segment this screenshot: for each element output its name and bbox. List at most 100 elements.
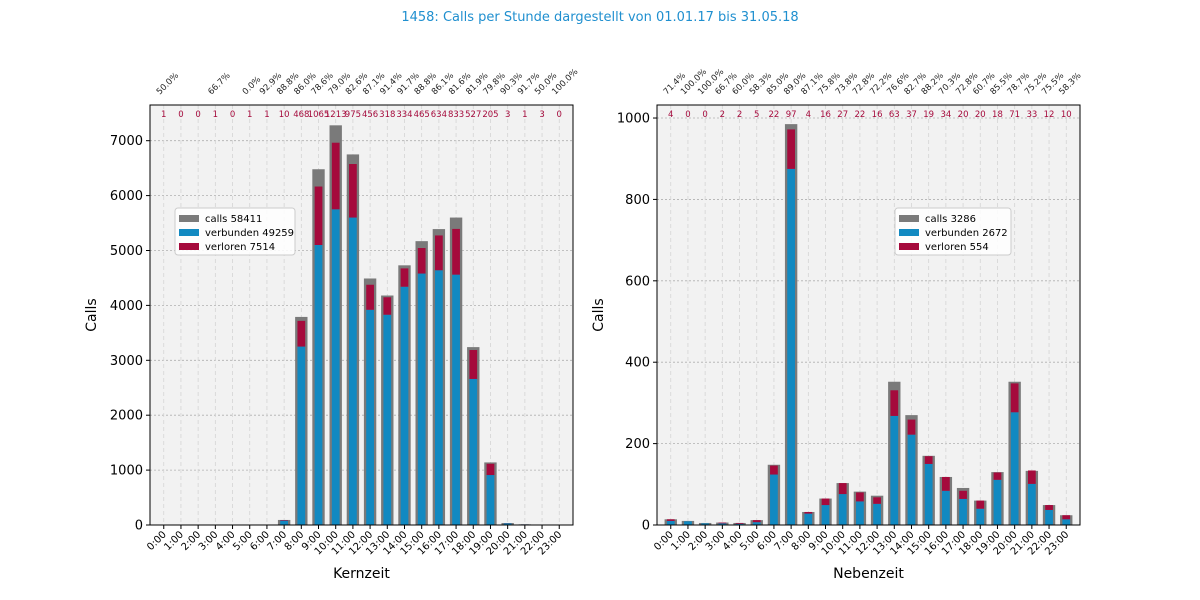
panel1-legend-swatch xyxy=(179,229,199,236)
panel2-bar-verbunden xyxy=(993,479,1002,525)
panel2-bar-verbunden xyxy=(873,503,881,525)
panel2-bar-verbunden xyxy=(666,520,675,525)
panel2-bar-verbunden xyxy=(907,434,916,525)
panel2-y-tick-label: 600 xyxy=(625,274,650,289)
panel1-y-tick-label: 0 xyxy=(135,519,143,534)
panel2-bar-verbunden xyxy=(701,523,710,525)
panel1-top-lost-label: 1 xyxy=(213,110,218,120)
panel1-bar-verbunden xyxy=(469,378,478,525)
panel1-top-lost-label: 318 xyxy=(379,110,395,120)
panel2-bar-verbunden xyxy=(684,521,692,525)
panel1-top-lost-label: 0 xyxy=(178,110,183,120)
panel1-top-lost-label: 1 xyxy=(247,110,252,120)
panel1-top-lost-label: 1 xyxy=(522,110,527,120)
panel2-bar-verloren xyxy=(787,129,795,169)
panel2-bar-verloren xyxy=(1045,505,1053,510)
panel2-top-lost-label: 27 xyxy=(837,110,848,120)
panel2-bar-verbunden xyxy=(1010,412,1019,525)
panel1-bar-verloren xyxy=(486,463,495,476)
panel1-top-lost-label: 456 xyxy=(362,110,378,120)
panel2-bar-verbunden xyxy=(787,168,795,525)
panel1-top-lost-label: 1 xyxy=(264,110,269,120)
panel1-top-lost-label: 975 xyxy=(345,110,361,120)
panel1-bar-verloren xyxy=(314,186,323,245)
panel1-bar-verbunden xyxy=(452,274,460,525)
panel2-legend-box xyxy=(894,207,1012,256)
panel1-top-lost-label: 1 xyxy=(161,110,166,120)
panel1-bar-verbunden xyxy=(417,273,426,525)
panel2-bar-verloren xyxy=(804,511,813,514)
panel1-y-tick-label: 3000 xyxy=(110,354,143,369)
panel2-bar-verloren xyxy=(890,390,899,416)
panel1-top-lost-label: 527 xyxy=(465,110,481,120)
panel2-bar-verbunden xyxy=(752,522,761,525)
panel2-top-lost-label: 4 xyxy=(806,110,811,120)
panel1-bar-verbunden xyxy=(280,520,288,525)
panel1-top-lost-label: 465 xyxy=(414,110,430,120)
panel2-bar-verloren xyxy=(770,465,778,475)
panel1-legend-label: verloren 7514 xyxy=(205,242,275,253)
panel1-top-lost-label: 1065 xyxy=(308,110,330,120)
panel2-y-tick-label: 0 xyxy=(642,519,650,534)
panel1-top-lost-label: 0 xyxy=(557,110,562,120)
panel2-bar-verbunden xyxy=(735,523,744,525)
panel2-top-lost-label: 19 xyxy=(923,110,934,120)
panel1-top-lost-label: 3 xyxy=(505,110,510,120)
panel2-bar-verloren xyxy=(976,500,985,509)
panel2-bar-verloren xyxy=(718,522,727,524)
panel1-legend-label: verbunden 49259 xyxy=(205,228,294,239)
panel1-bar-verbunden xyxy=(366,309,374,525)
panel1-bar-verbunden xyxy=(331,209,340,525)
panel1-bar-verloren xyxy=(349,164,357,218)
panel2-y-tick-label: 800 xyxy=(625,193,650,208)
panel2-bar-verbunden xyxy=(924,463,933,525)
panel1-bar-verloren xyxy=(383,297,392,315)
panel2-top-lost-label: 2 xyxy=(737,110,742,120)
panel1-bar-verbunden xyxy=(400,286,409,525)
panel2-bar-verloren xyxy=(1027,470,1036,484)
panel1-top-lost-label: 634 xyxy=(431,110,447,120)
panel1-y-tick-label: 6000 xyxy=(110,189,143,204)
panel2-top-lost-label: 12 xyxy=(1044,110,1055,120)
panel1-bar-verloren xyxy=(417,248,426,274)
panel1-y-tick-label: 5000 xyxy=(110,244,143,259)
panel2-bar-verloren xyxy=(735,522,744,524)
panel1-top-lost-label: 0 xyxy=(230,110,235,120)
panel2-top-lost-label: 33 xyxy=(1026,110,1037,120)
panel2-bar-verloren xyxy=(1010,383,1019,413)
panel2-bar-verbunden xyxy=(821,505,830,525)
panel2-bar-verbunden xyxy=(838,494,847,525)
panel2-top-lost-label: 16 xyxy=(872,110,883,120)
panel2-top-lost-label: 37 xyxy=(906,110,917,120)
panel2-y-tick-label: 400 xyxy=(625,356,650,371)
panel1-top-pct-label: 66.7% xyxy=(206,71,232,97)
panel2-top-lost-label: 97 xyxy=(786,110,797,120)
panel2-top-lost-label: 2 xyxy=(720,110,725,120)
panel2-top-lost-label: 0 xyxy=(702,110,707,120)
panel2-bar-verloren xyxy=(838,483,847,495)
panel2-bar-verloren xyxy=(924,456,933,464)
panel2-bar-verloren xyxy=(821,498,830,506)
panel2-bar-verloren xyxy=(942,476,950,491)
panel2-top-lost-label: 16 xyxy=(820,110,831,120)
panel2-bar-verbunden xyxy=(1027,483,1036,525)
panel1-bar-verloren xyxy=(400,268,409,287)
panel1-top-lost-label: 205 xyxy=(482,110,498,120)
panel1-bar-verbunden xyxy=(349,217,357,526)
panel2-top-lost-label: 34 xyxy=(940,110,951,120)
panel2-top-lost-label: 0 xyxy=(685,110,690,120)
panel2-top-lost-label: 4 xyxy=(668,110,673,120)
panel2-axes-frame xyxy=(656,104,1081,526)
panel1-bar-verloren xyxy=(366,284,374,310)
panel1-bar-verloren xyxy=(331,142,340,210)
panel2-bar-verbunden xyxy=(976,508,985,525)
panel1-y-axis-label: Calls xyxy=(84,298,100,331)
panel2-bar-verloren xyxy=(993,472,1002,480)
panel1-axes-frame xyxy=(149,104,574,526)
panel2-bar-verloren xyxy=(666,519,675,521)
panel1-top-lost-label: 3 xyxy=(539,110,544,120)
panel1-bar-verloren xyxy=(469,350,478,379)
panel2-top-lost-label: 20 xyxy=(958,110,969,120)
panel2-legend-label: calls 3286 xyxy=(925,214,976,225)
panel2-top-lost-label: 71 xyxy=(1009,110,1020,120)
